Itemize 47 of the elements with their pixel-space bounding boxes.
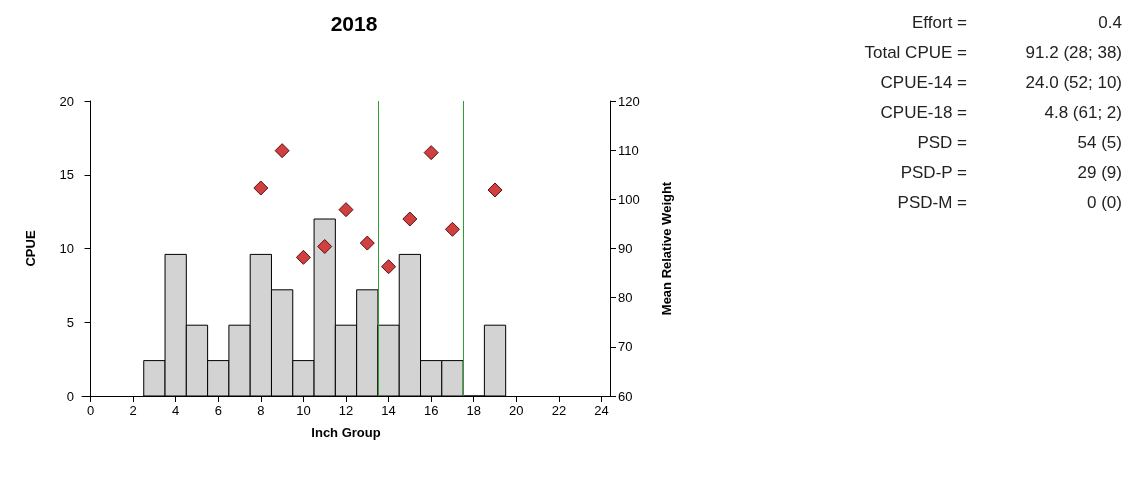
y2-tick-label: 60 (618, 388, 633, 404)
x-tick-label: 12 (338, 403, 354, 418)
point (359, 235, 375, 251)
y2-axis-title: Mean Relative Weight (659, 181, 674, 316)
y-axis-title: CPUE (23, 230, 38, 267)
y2-tick-label: 120 (618, 93, 640, 109)
y-tick-label: 10 (59, 241, 74, 256)
text: PSD-P = 29 (9) (900, 163, 1122, 182)
chart-title: 2018 (330, 12, 378, 35)
x-tick-label: 20 (509, 403, 524, 418)
y2-tick-label: 70 (618, 339, 633, 355)
y2-tick-label: 90 (618, 241, 633, 256)
point (253, 180, 269, 196)
y2-tick-label: 110 (618, 142, 639, 158)
point (338, 202, 354, 218)
point (274, 143, 290, 159)
x-tick-label: 24 (594, 403, 609, 418)
x-tick-label: 4 (172, 403, 180, 418)
point (487, 182, 503, 198)
text: CPUE-14 = 24.0 (52; 10) (880, 73, 1122, 92)
y2-tick-label: 80 (618, 290, 633, 306)
text: Effort = 0.4 (912, 13, 1122, 32)
point (295, 249, 311, 265)
text: PSD-M = 0 (0) (897, 193, 1122, 212)
x-axis-title: Inch Group (311, 425, 381, 440)
y-tick-label: 0 (66, 388, 74, 404)
x-tick-label: 16 (423, 403, 439, 418)
x-tick-label: 2 (129, 403, 137, 418)
point (423, 145, 439, 161)
y-tick-label: 5 (66, 314, 74, 330)
point (317, 239, 333, 255)
x-tick-label: 10 (296, 403, 311, 418)
text: CPUE-18 = 4.8 (61; 2) (880, 103, 1122, 122)
y2-tick-label: 100 (618, 191, 640, 207)
text: Total CPUE = 91.2 (28; 38) (864, 43, 1122, 62)
x-tick-label: 18 (466, 403, 481, 418)
x-tick-label: 22 (551, 403, 567, 418)
y-tick-label: 20 (59, 93, 74, 109)
text: PSD = 54 (5) (917, 133, 1122, 152)
x-tick-label: 8 (257, 403, 265, 418)
point (444, 221, 460, 237)
point (402, 211, 418, 227)
x-tick-label: 0 (86, 403, 95, 418)
y-tick-label: 15 (59, 167, 74, 183)
x-tick-label: 6 (214, 403, 222, 418)
point (381, 259, 397, 275)
x-tick-label: 14 (381, 403, 396, 418)
